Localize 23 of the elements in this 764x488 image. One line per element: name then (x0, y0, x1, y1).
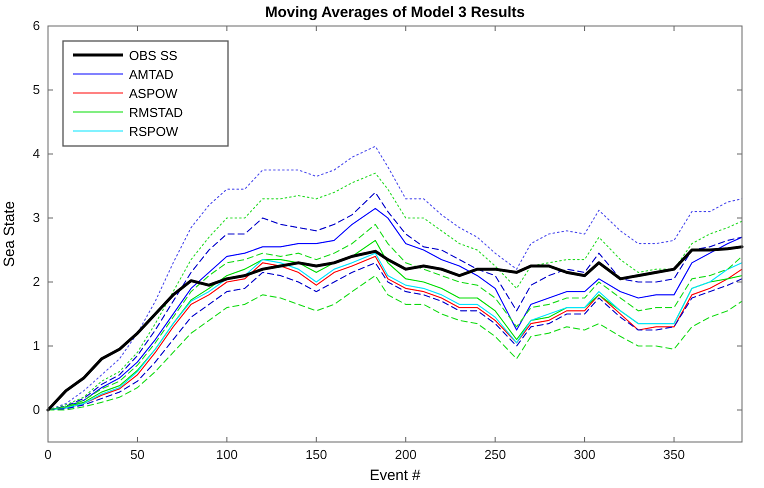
legend-label: AMTAD (129, 67, 174, 82)
x-tick-label: 100 (216, 447, 238, 462)
legend-label: RSPOW (129, 124, 179, 139)
x-tick-label: 200 (394, 447, 417, 462)
x-tick-label: 0 (44, 447, 52, 462)
y-tick-label: 5 (32, 82, 40, 98)
x-tick-label: 150 (305, 447, 328, 462)
x-tick-label: 300 (574, 447, 596, 462)
y-tick-label: 3 (32, 210, 40, 226)
legend-label: OBS SS (129, 48, 178, 63)
legend-label: ASPOW (129, 86, 178, 101)
x-tick-label: 50 (130, 447, 145, 462)
y-tick-label: 0 (32, 402, 40, 418)
x-tick-label: 350 (663, 447, 685, 462)
chart-title: Moving Averages of Model 3 Results (265, 4, 525, 21)
x-tick-label: 250 (484, 447, 506, 462)
x-axis-title: Event # (370, 467, 422, 484)
legend-label: RMSTAD (129, 105, 183, 120)
y-axis-title: Sea State (1, 201, 18, 267)
y-tick-label: 4 (32, 146, 40, 162)
y-tick-label: 6 (32, 18, 40, 34)
y-tick-label: 2 (32, 274, 40, 290)
y-tick-label: 1 (32, 338, 40, 354)
